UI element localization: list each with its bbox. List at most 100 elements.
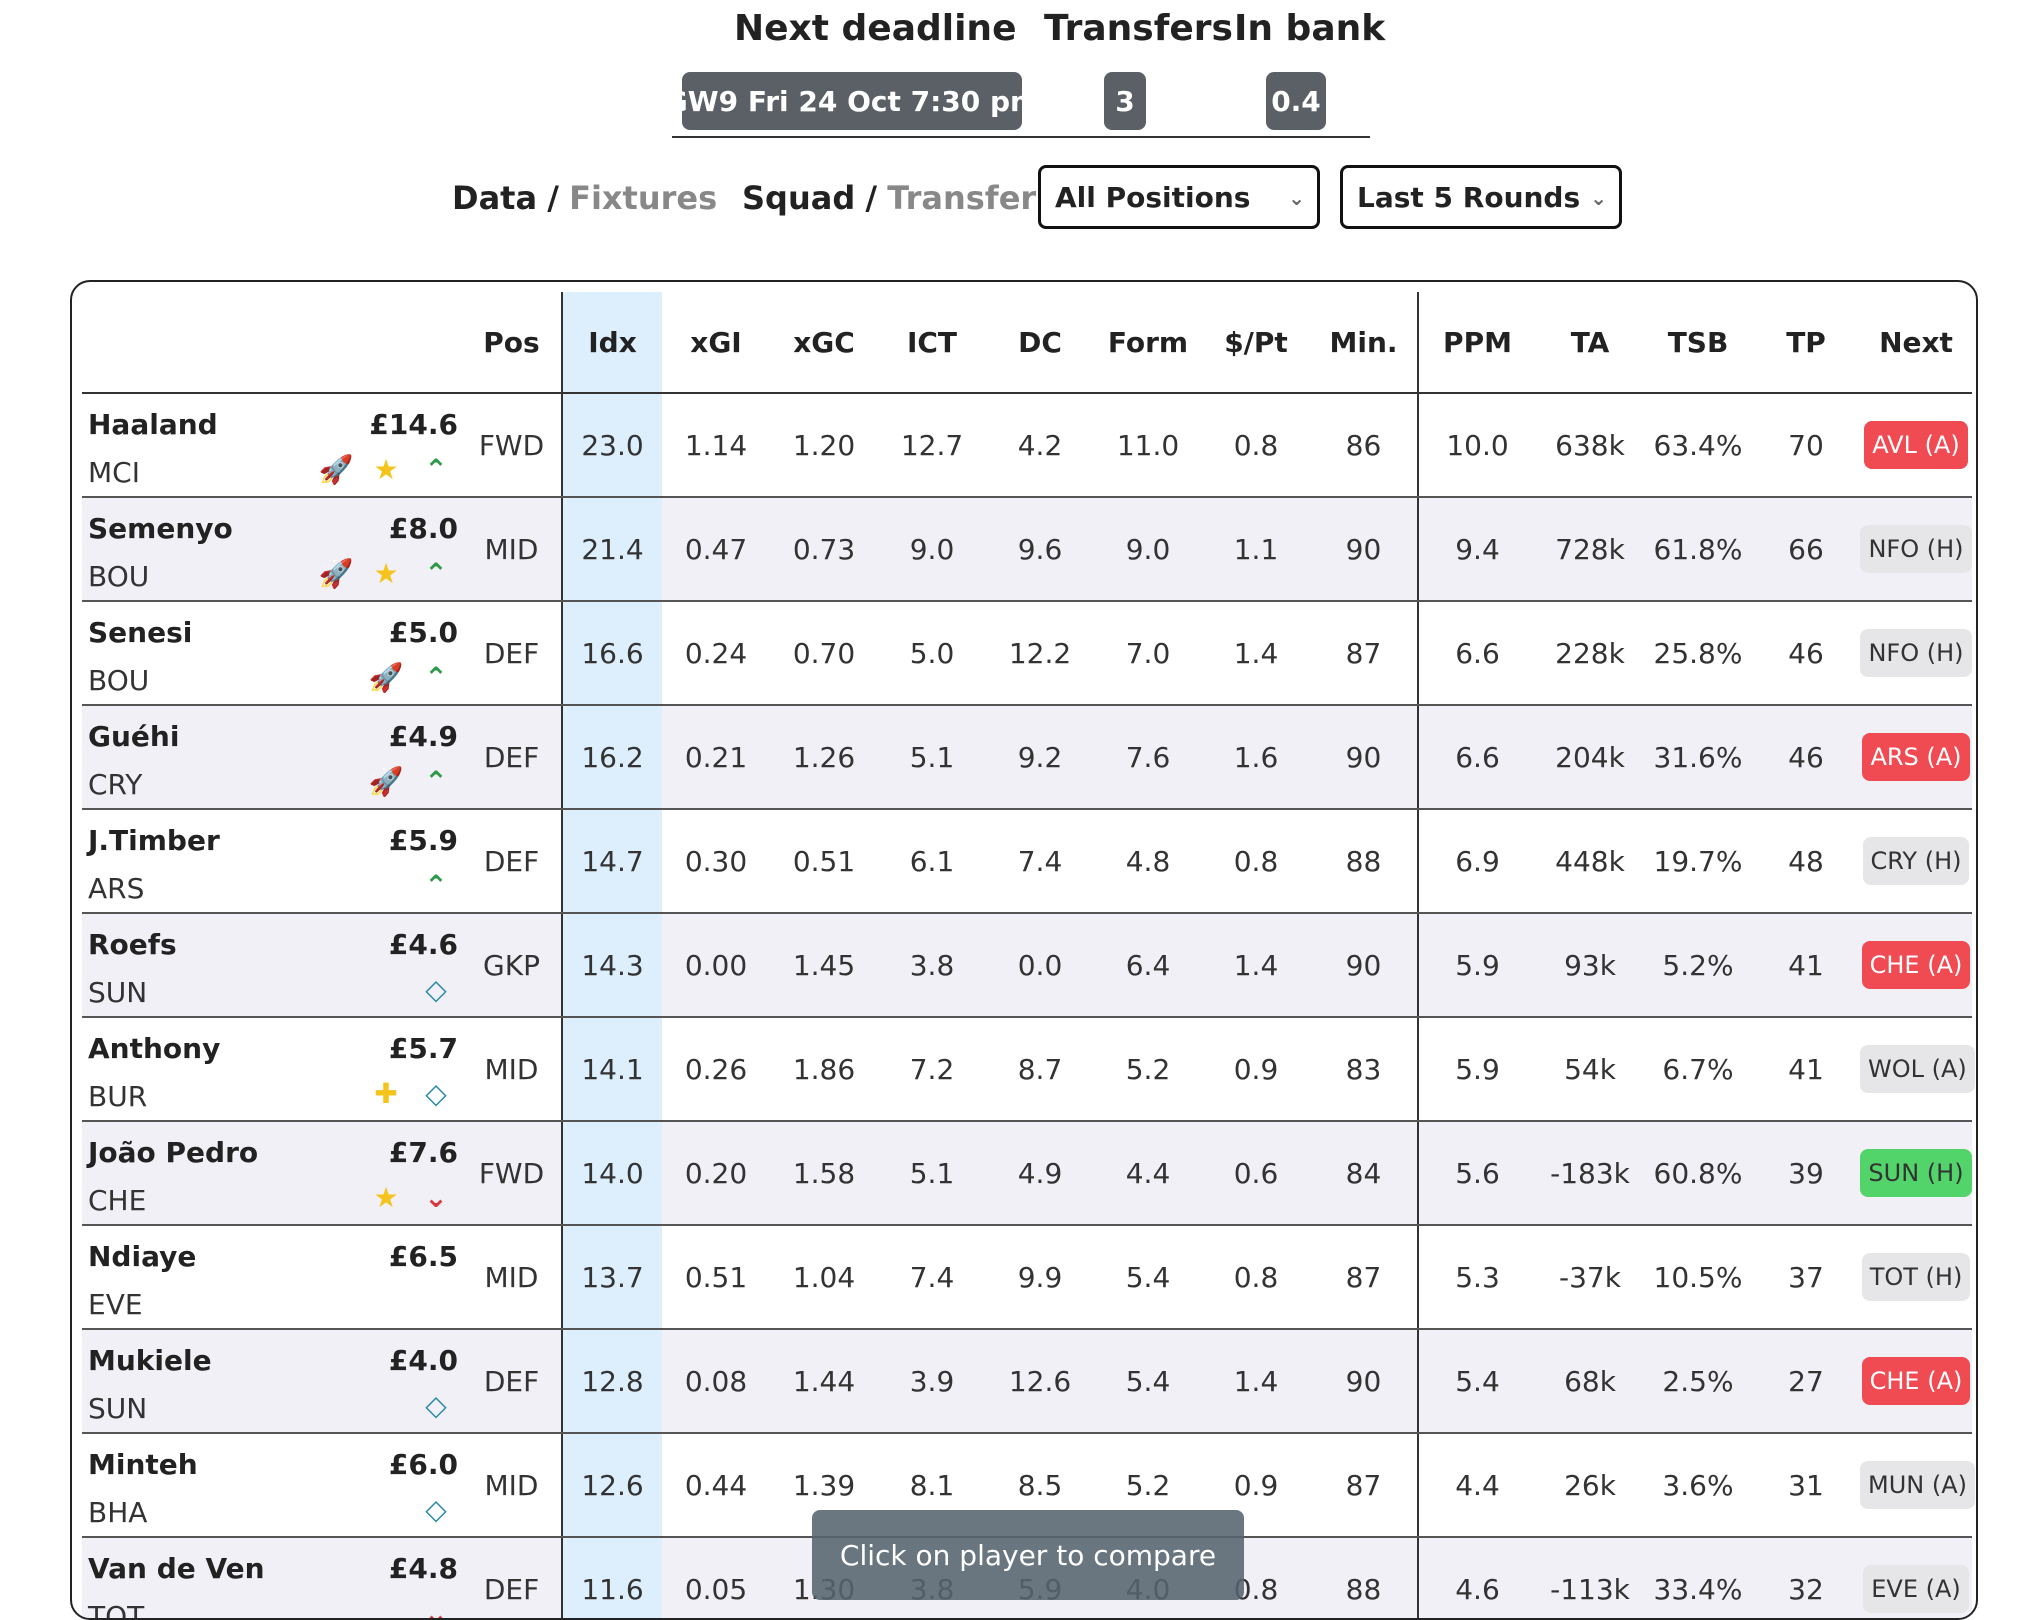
col-header-dc[interactable]: DC [986,292,1094,394]
player-cell[interactable]: Guéhi £4.9 CRY 🚀 ⌃ [82,705,462,810]
cell-xgc: 1.58 [770,1121,878,1226]
table-row[interactable]: Minteh £6.0 BHA ◇ MID 12.6 0.44 1.39 8.1 8.5 5.2 0.… [82,1433,1975,1538]
diamond-icon: ◇ [425,1493,447,1526]
player-cell[interactable]: J.Timber £5.9 ARS ⌃ [82,809,462,914]
cell-xgc: 1.44 [770,1329,878,1434]
cell-xgi: 0.30 [662,809,770,914]
cell-xgc: 1.45 [770,913,878,1018]
cell-tp: 31 [1752,1433,1860,1538]
cell-ppt: 1.4 [1202,601,1310,706]
player-cell[interactable]: Ndiaye £6.5 EVE [82,1225,462,1330]
header-underline [672,136,1370,138]
cell-xgi: 0.24 [662,601,770,706]
player-price: £5.0 [388,616,458,649]
table-row[interactable]: Anthony £5.7 BUR ✚ ◇ MID 14.1 0.26 1.86 7.2 8.7 5.2… [82,1017,1975,1122]
cell-ppm: 5.3 [1417,1225,1536,1330]
cell-ppm: 5.9 [1417,913,1536,1018]
player-cell[interactable]: Mukiele £4.0 SUN ◇ [82,1329,462,1434]
cell-ppm: 5.9 [1417,1017,1536,1122]
next-fixture-badge: CHE (A) [1861,1357,1971,1405]
col-header-pos[interactable]: Pos [462,292,562,394]
col-header-ppm[interactable]: PPM [1417,292,1536,394]
data-view-link[interactable]: Data [452,179,538,217]
transfer-view-link[interactable]: Transfer [887,179,1037,217]
col-header-player [82,292,462,394]
cell-ict: 3.9 [878,1329,986,1434]
cell-dc: 8.7 [986,1017,1094,1122]
trend-up-icon: ⌃ [424,661,448,694]
table-row[interactable]: Mukiele £4.0 SUN ◇ DEF 12.8 0.08 1.44 3.9 12.6 5.4… [82,1329,1972,1434]
cell-pos: MID [462,497,562,602]
rounds-select[interactable]: Last 5 Rounds ⌄ [1340,165,1622,229]
col-header-next[interactable]: Next [1860,292,1972,394]
col-header-idx[interactable]: Idx [561,292,662,394]
player-name: Semenyo [88,512,233,545]
col-header-xgi[interactable]: xGI [662,292,770,394]
table-row[interactable]: Guéhi £4.9 CRY 🚀 ⌃ DEF 16.2 0.21 1.26 5.1 9.2 7.6 1.… [82,705,1972,810]
table-row[interactable]: Ndiaye £6.5 EVE MID 13.7 0.51 1.04 7.4 9.9 5.4 0.8… [82,1225,1972,1330]
cell-form: 7.6 [1094,705,1202,810]
cell-ta: 68k [1536,1329,1644,1434]
col-header-ppt[interactable]: $/Pt [1202,292,1310,394]
player-cell[interactable]: Roefs £4.6 SUN ◇ [82,913,462,1018]
cell-dc: 0.0 [986,913,1094,1018]
next-fixture-badge: NFO (H) [1860,629,1972,677]
cell-ppt: 0.8 [1202,1537,1310,1618]
player-cell[interactable]: Semenyo £8.0 BOU 🚀 ★ ⌃ [82,497,462,602]
cell-next: TOT (H) [1860,1225,1972,1330]
cell-next: NFO (H) [1860,497,1972,602]
squad-view-link[interactable]: Squad [742,179,856,217]
col-header-ict[interactable]: ICT [878,292,986,394]
cell-min: 86 [1310,393,1418,498]
cell-pos: MID [462,1225,562,1330]
col-header-ta[interactable]: TA [1536,292,1644,394]
cell-ppm: 4.6 [1417,1537,1536,1618]
table-row[interactable]: Senesi £5.0 BOU 🚀 ⌃ DEF 16.6 0.24 0.70 5.0 12.2 7.0… [82,601,1972,706]
player-name: Van de Ven [88,1552,265,1585]
player-status-icons: 🚀 ⌃ [368,662,454,694]
player-cell[interactable]: Haaland £14.6 MCI 🚀 ★ ⌃ [82,393,462,498]
cell-ict: 3.8 [878,913,986,1018]
cell-idx: 14.0 [561,1121,662,1226]
table-row[interactable]: Roefs £4.6 SUN ◇ GKP 14.3 0.00 1.45 3.8 0.0 6.4 1.4… [82,913,1972,1018]
cell-ppm: 6.6 [1417,601,1536,706]
cell-tp: 41 [1752,1017,1860,1122]
player-cell[interactable]: Anthony £5.7 BUR ✚ ◇ [82,1017,462,1122]
squad-transfer-toggle[interactable]: Squad / Transfer [742,179,1036,217]
table-row[interactable]: J.Timber £5.9 ARS ⌃ DEF 14.7 0.30 0.51 6.1 7.4 4.8… [82,809,1972,914]
cell-ppt: 1.4 [1202,1329,1310,1434]
player-cell[interactable]: Senesi £5.0 BOU 🚀 ⌃ [82,601,462,706]
fixtures-view-link[interactable]: Fixtures [569,179,718,217]
col-header-xgc[interactable]: xGC [770,292,878,394]
data-fixtures-toggle[interactable]: Data / Fixtures [452,179,717,217]
cell-ict: 5.1 [878,705,986,810]
col-header-form[interactable]: Form [1094,292,1202,394]
cell-xgi: 0.26 [662,1017,770,1122]
player-status-icons: 🚀 ⌃ [368,766,454,798]
next-fixture-badge: AVL (A) [1864,421,1968,469]
next-fixture-badge: SUN (H) [1860,1149,1972,1197]
chevron-down-icon: ⌄ [1590,186,1607,210]
player-cell[interactable]: Minteh £6.0 BHA ◇ [82,1433,462,1538]
cell-form: 4.4 [1094,1121,1202,1226]
cell-form: 5.4 [1094,1329,1202,1434]
player-cell[interactable]: Van de Ven £4.8 TOT ⌄ [82,1537,462,1618]
cell-dc: 12.2 [986,601,1094,706]
table-row[interactable]: João Pedro £7.6 CHE ★ ⌄ FWD 14.0 0.20 1.58 5.1 4.9… [82,1121,1972,1226]
next-fixture-badge: CRY (H) [1862,837,1970,885]
player-name: Anthony [88,1032,221,1065]
col-header-min[interactable]: Min. [1310,292,1418,394]
cell-ta: -183k [1536,1121,1644,1226]
player-cell[interactable]: João Pedro £7.6 CHE ★ ⌄ [82,1121,462,1226]
col-header-tp[interactable]: TP [1752,292,1860,394]
player-team: ARS [88,872,145,905]
table-row[interactable]: Haaland £14.6 MCI 🚀 ★ ⌃ FWD 23.0 1.14 1.20 12.7 4.2… [82,393,1972,498]
col-header-tsb[interactable]: TSB [1644,292,1752,394]
cell-tsb: 33.4% [1644,1537,1752,1618]
cell-idx: 14.3 [561,913,662,1018]
table-row[interactable]: Semenyo £8.0 BOU 🚀 ★ ⌃ MID 21.4 0.47 0.73 9.0 9.6 9.… [82,497,1972,602]
trend-down-icon: ⌄ [424,1181,448,1214]
chevron-down-icon: ⌄ [1288,186,1305,210]
cell-tsb: 2.5% [1644,1329,1752,1434]
positions-select[interactable]: All Positions ⌄ [1038,165,1320,229]
